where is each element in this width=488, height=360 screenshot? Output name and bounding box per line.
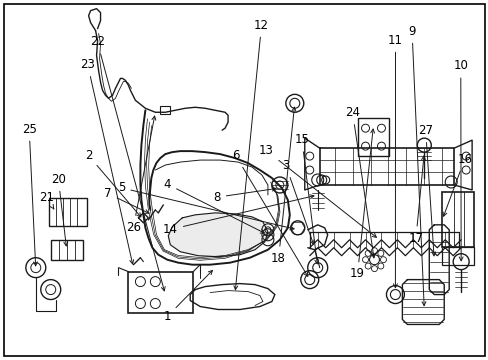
Bar xyxy=(441,247,473,265)
Text: 25: 25 xyxy=(21,122,37,266)
Text: 20: 20 xyxy=(51,173,67,246)
Text: 5: 5 xyxy=(118,181,293,230)
Text: 3: 3 xyxy=(282,159,313,244)
Polygon shape xyxy=(168,213,267,257)
Text: 12: 12 xyxy=(233,19,268,290)
Text: 23: 23 xyxy=(80,58,133,264)
Text: 8: 8 xyxy=(213,187,275,204)
Text: 24: 24 xyxy=(345,106,374,258)
Text: 1: 1 xyxy=(163,270,212,323)
Text: 18: 18 xyxy=(271,107,295,265)
Text: 19: 19 xyxy=(349,129,374,280)
Bar xyxy=(160,106,170,114)
Text: 13: 13 xyxy=(259,144,376,237)
Text: 15: 15 xyxy=(294,133,318,264)
Text: 2: 2 xyxy=(85,149,141,217)
Bar xyxy=(357,118,388,156)
Text: 11: 11 xyxy=(387,33,402,288)
Text: 14: 14 xyxy=(163,195,313,236)
Text: 17: 17 xyxy=(407,156,425,244)
Bar xyxy=(49,198,86,226)
Text: 22: 22 xyxy=(90,35,165,291)
Bar xyxy=(441,192,473,247)
Text: 27: 27 xyxy=(417,124,435,256)
Text: 9: 9 xyxy=(407,25,425,306)
Bar xyxy=(128,272,193,314)
Text: 10: 10 xyxy=(452,59,467,261)
Text: 6: 6 xyxy=(231,149,307,276)
Text: 7: 7 xyxy=(104,187,148,213)
Text: 16: 16 xyxy=(442,153,471,216)
Text: 21: 21 xyxy=(39,191,54,209)
Text: 26: 26 xyxy=(126,116,156,234)
Text: 4: 4 xyxy=(163,178,264,233)
Bar xyxy=(51,240,82,260)
